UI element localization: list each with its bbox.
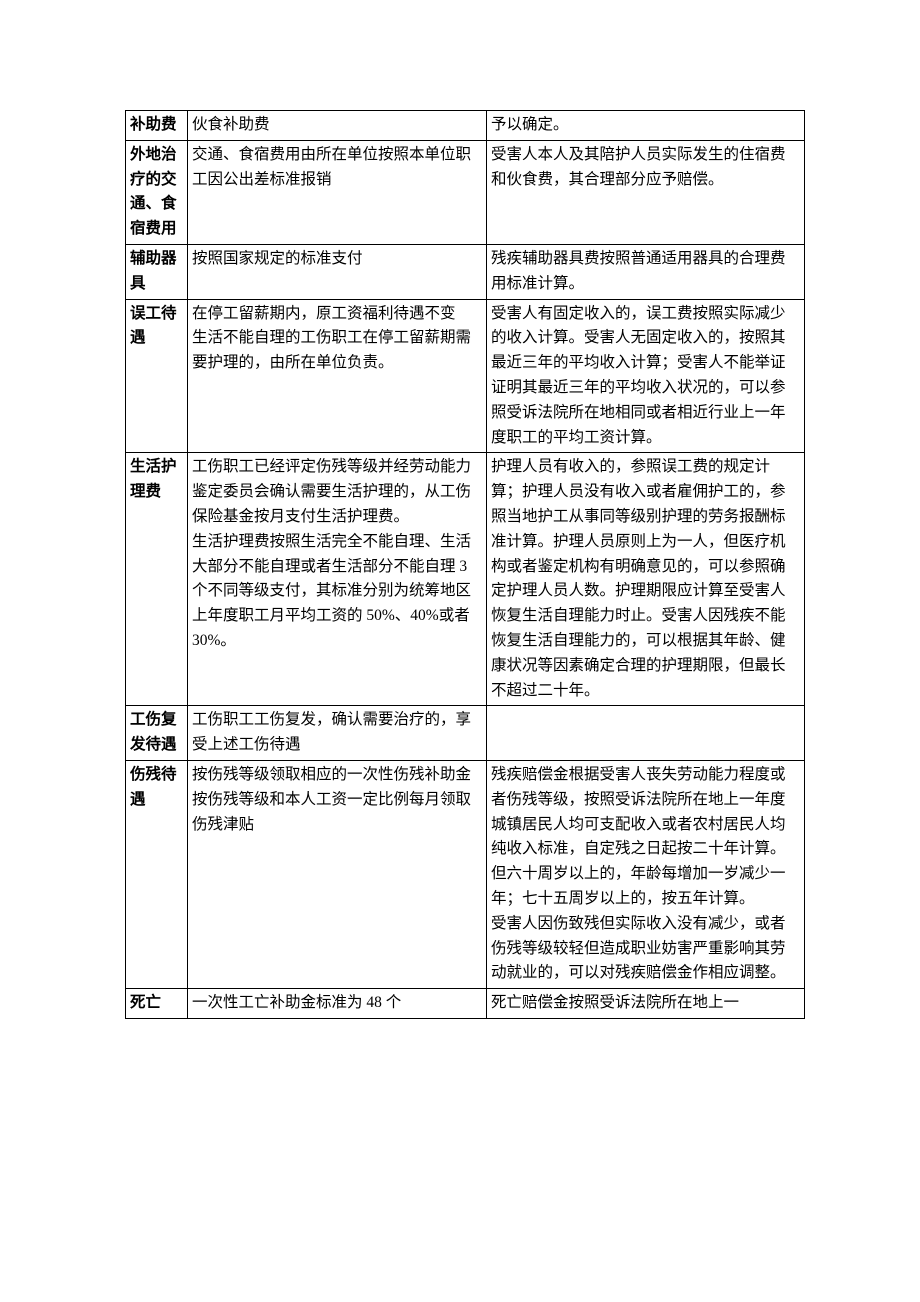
row-col2: 伙食补助费 xyxy=(188,111,487,141)
table-row: 误工待遇在停工留薪期内，原工资福利待遇不变生活不能自理的工伤职工在停工留薪期需要… xyxy=(126,299,805,453)
row-col3: 受害人本人及其陪护人员实际发生的住宿费和伙食费，其合理部分应予赔偿。 xyxy=(487,140,805,244)
row-label: 外地治疗的交通、食宿费用 xyxy=(126,140,188,244)
comparison-table: 补助费伙食补助费予以确定。外地治疗的交通、食宿费用交通、食宿费用由所在单位按照本… xyxy=(125,110,805,1019)
row-col2: 工伤职工已经评定伤残等级并经劳动能力鉴定委员会确认需要生活护理的，从工伤保险基金… xyxy=(188,453,487,706)
row-label: 误工待遇 xyxy=(126,299,188,453)
row-label: 补助费 xyxy=(126,111,188,141)
row-col2: 按照国家规定的标准支付 xyxy=(188,244,487,299)
row-label: 辅助器具 xyxy=(126,244,188,299)
row-col2: 在停工留薪期内，原工资福利待遇不变生活不能自理的工伤职工在停工留薪期需要护理的，… xyxy=(188,299,487,453)
table-body: 补助费伙食补助费予以确定。外地治疗的交通、食宿费用交通、食宿费用由所在单位按照本… xyxy=(126,111,805,1019)
row-col3: 受害人有固定收入的，误工费按照实际减少的收入计算。受害人无固定收入的，按照其最近… xyxy=(487,299,805,453)
row-col3 xyxy=(487,706,805,761)
table-row: 工伤复发待遇工伤职工工伤复发，确认需要治疗的，享受上述工伤待遇 xyxy=(126,706,805,761)
row-col2: 工伤职工工伤复发，确认需要治疗的，享受上述工伤待遇 xyxy=(188,706,487,761)
row-col3: 予以确定。 xyxy=(487,111,805,141)
row-col3: 死亡赔偿金按照受诉法院所在地上一 xyxy=(487,989,805,1019)
row-col3: 护理人员有收入的，参照误工费的规定计算；护理人员没有收入或者雇佣护工的，参照当地… xyxy=(487,453,805,706)
document-page: 补助费伙食补助费予以确定。外地治疗的交通、食宿费用交通、食宿费用由所在单位按照本… xyxy=(0,0,920,1302)
row-col3: 残疾辅助器具费按照普通适用器具的合理费用标准计算。 xyxy=(487,244,805,299)
table-row: 死亡一次性工亡补助金标准为 48 个死亡赔偿金按照受诉法院所在地上一 xyxy=(126,989,805,1019)
table-row: 外地治疗的交通、食宿费用交通、食宿费用由所在单位按照本单位职工因公出差标准报销受… xyxy=(126,140,805,244)
row-col2: 交通、食宿费用由所在单位按照本单位职工因公出差标准报销 xyxy=(188,140,487,244)
row-label: 死亡 xyxy=(126,989,188,1019)
row-col2: 按伤残等级领取相应的一次性伤残补助金按伤残等级和本人工资一定比例每月领取伤残津贴 xyxy=(188,760,487,988)
row-col2: 一次性工亡补助金标准为 48 个 xyxy=(188,989,487,1019)
table-row: 生活护理费工伤职工已经评定伤残等级并经劳动能力鉴定委员会确认需要生活护理的，从工… xyxy=(126,453,805,706)
table-row: 辅助器具按照国家规定的标准支付残疾辅助器具费按照普通适用器具的合理费用标准计算。 xyxy=(126,244,805,299)
row-col3: 残疾赔偿金根据受害人丧失劳动能力程度或者伤残等级，按照受诉法院所在地上一年度城镇… xyxy=(487,760,805,988)
row-label: 工伤复发待遇 xyxy=(126,706,188,761)
row-label: 生活护理费 xyxy=(126,453,188,706)
table-row: 补助费伙食补助费予以确定。 xyxy=(126,111,805,141)
row-label: 伤残待遇 xyxy=(126,760,188,988)
table-row: 伤残待遇按伤残等级领取相应的一次性伤残补助金按伤残等级和本人工资一定比例每月领取… xyxy=(126,760,805,988)
